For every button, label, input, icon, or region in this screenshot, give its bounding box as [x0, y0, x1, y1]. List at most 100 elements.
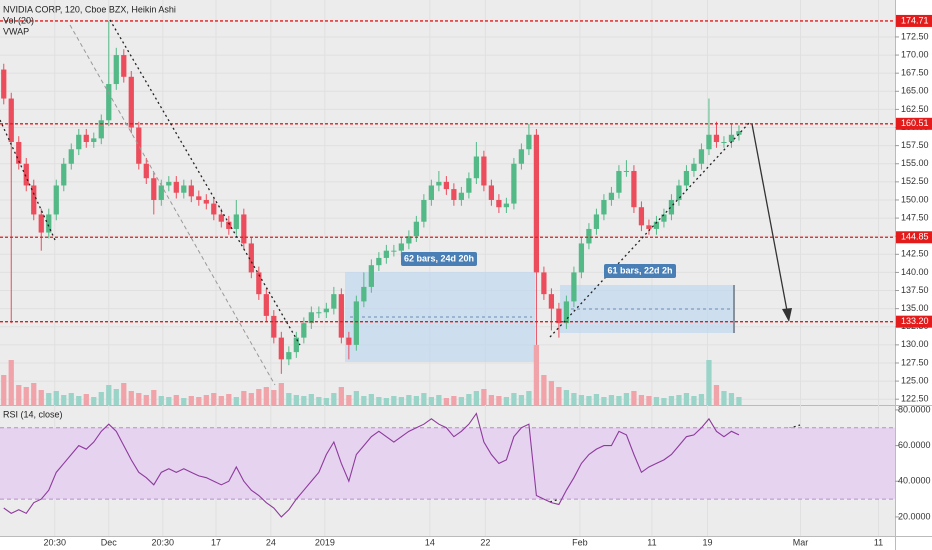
candle-body — [428, 185, 434, 200]
annotation-box — [604, 264, 676, 278]
x-tick-label: 11 — [874, 537, 883, 547]
y-tick-label: 157.50 — [901, 140, 929, 150]
volume-bar — [128, 391, 134, 405]
candle-body — [608, 192, 615, 200]
x-tick-label: 24 — [266, 537, 276, 547]
candle-body — [346, 337, 352, 345]
candle-body — [16, 142, 22, 164]
candle-body — [308, 312, 314, 324]
candle-body — [593, 214, 600, 229]
level-tag — [896, 14, 932, 27]
volume-bar — [713, 385, 720, 405]
annotation-box — [401, 252, 477, 266]
level-label: 160.51 — [901, 118, 929, 128]
candle-body — [323, 308, 329, 313]
candle-body — [271, 315, 277, 338]
volume-bar — [413, 396, 419, 405]
volume-bar — [608, 395, 615, 405]
candle-body — [331, 294, 337, 309]
volume-bar — [83, 394, 89, 405]
volume-bar — [308, 394, 314, 405]
y-tick-label: 20.0000 — [898, 511, 931, 521]
trend-line — [69, 24, 276, 386]
volume-bar — [548, 381, 555, 405]
volume-bar — [578, 395, 585, 405]
volume-bar — [233, 397, 239, 405]
candle-body — [436, 181, 442, 186]
candle-body — [413, 221, 419, 237]
volume-bar — [646, 396, 652, 405]
volume-bar — [98, 392, 104, 405]
volume-bar — [113, 389, 119, 405]
volume-bar — [31, 383, 37, 405]
candle-body — [188, 185, 194, 197]
candle-body — [53, 185, 59, 215]
candle-body — [556, 308, 562, 324]
annotation: 61 bars, 22d 2h — [607, 265, 672, 275]
arrow-head — [782, 308, 792, 322]
indicator-label: VWAP — [3, 26, 29, 36]
y-tick-label: 155.00 — [901, 158, 929, 168]
candle-body — [503, 203, 510, 208]
volume-bar — [1, 375, 7, 405]
candle-body — [368, 265, 374, 287]
candle-body — [526, 134, 532, 150]
candle-body — [376, 257, 382, 266]
indicator-label: Vol (20) — [3, 15, 34, 25]
volume-bar — [668, 396, 675, 405]
volume-bar — [353, 391, 359, 405]
volume-bar — [271, 390, 277, 405]
volume-bar — [263, 387, 269, 405]
candle-body — [466, 178, 472, 193]
candle-body — [1, 69, 7, 99]
volume-bar — [563, 390, 570, 405]
y-tick-label: 80.0000 — [898, 404, 931, 414]
volume-bar — [383, 398, 389, 405]
candle-body — [241, 214, 247, 244]
volume-bar — [638, 395, 645, 405]
candle-body — [406, 236, 412, 244]
volume-bar — [458, 397, 465, 405]
candle-body — [173, 181, 179, 193]
y-tick-label: 165.00 — [901, 86, 929, 96]
candle-body — [638, 207, 645, 226]
volume-bar — [286, 393, 292, 405]
volume-bar — [121, 383, 127, 405]
projection-arrow — [751, 123, 789, 317]
volume-bar — [8, 360, 14, 405]
candle-body — [661, 214, 667, 222]
x-tick-label: 22 — [480, 537, 490, 547]
volume-bar — [661, 398, 667, 405]
volume-bar — [616, 396, 622, 405]
candle-body — [586, 228, 592, 244]
rsi-title: RSI (14, close) — [3, 409, 63, 419]
volume-bar — [376, 397, 382, 405]
rsi-band — [0, 427, 895, 500]
y-tick-label: 140.00 — [901, 267, 929, 277]
level-label: 144.85 — [901, 232, 929, 242]
volume-bar — [106, 385, 112, 405]
volume-bar — [496, 396, 502, 405]
volume-bar — [196, 397, 202, 405]
candle-body — [143, 163, 149, 179]
level-tag — [896, 231, 932, 244]
candle-body — [68, 149, 74, 164]
candle-body — [211, 203, 217, 215]
candle-body — [286, 352, 292, 360]
volume-bar — [173, 395, 179, 405]
x-tick-label: 17 — [211, 537, 221, 547]
candle-body — [736, 131, 742, 135]
candle-body — [301, 323, 307, 338]
x-tick-label: 20:30 — [152, 537, 175, 547]
volume-bar — [16, 385, 22, 405]
candle-body — [121, 55, 127, 77]
candle-body — [91, 138, 97, 143]
candle-body — [691, 163, 697, 171]
y-tick-label: 172.50 — [901, 31, 929, 41]
volume-bar — [541, 375, 547, 405]
volume-bar — [76, 396, 82, 405]
candle-body — [451, 189, 457, 200]
volume-bar — [211, 393, 217, 405]
candle-body — [668, 199, 675, 215]
x-tick-label: 2019 — [315, 537, 335, 547]
